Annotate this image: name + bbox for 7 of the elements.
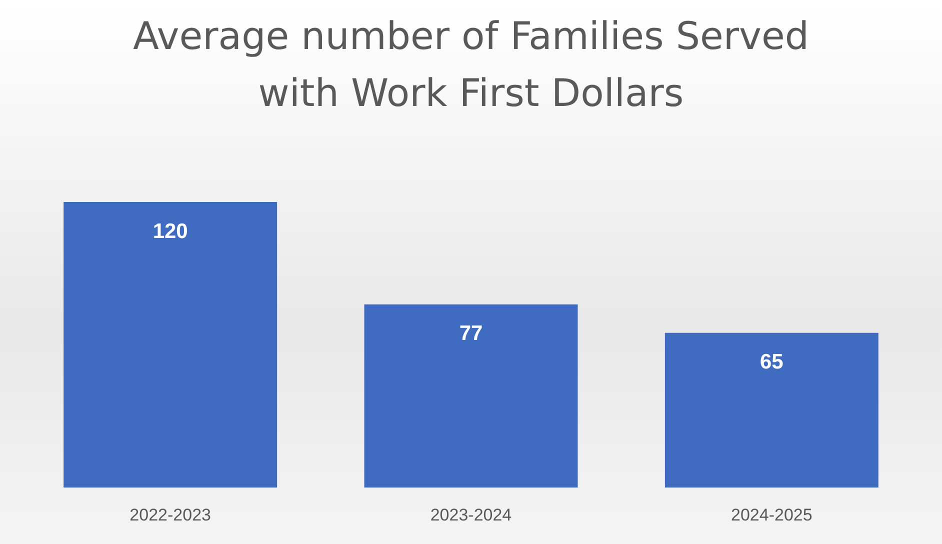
data-label: 77 [459,322,483,346]
x-tick-label: 2024-2025 [731,505,812,524]
x-tick-label: 2022-2023 [130,505,211,524]
data-label: 65 [760,350,784,374]
chart-title: Average number of Families Served with Work First Dollars [132,13,810,117]
data-label: 120 [152,220,188,243]
x-tick-label: 2023-2024 [430,505,512,524]
